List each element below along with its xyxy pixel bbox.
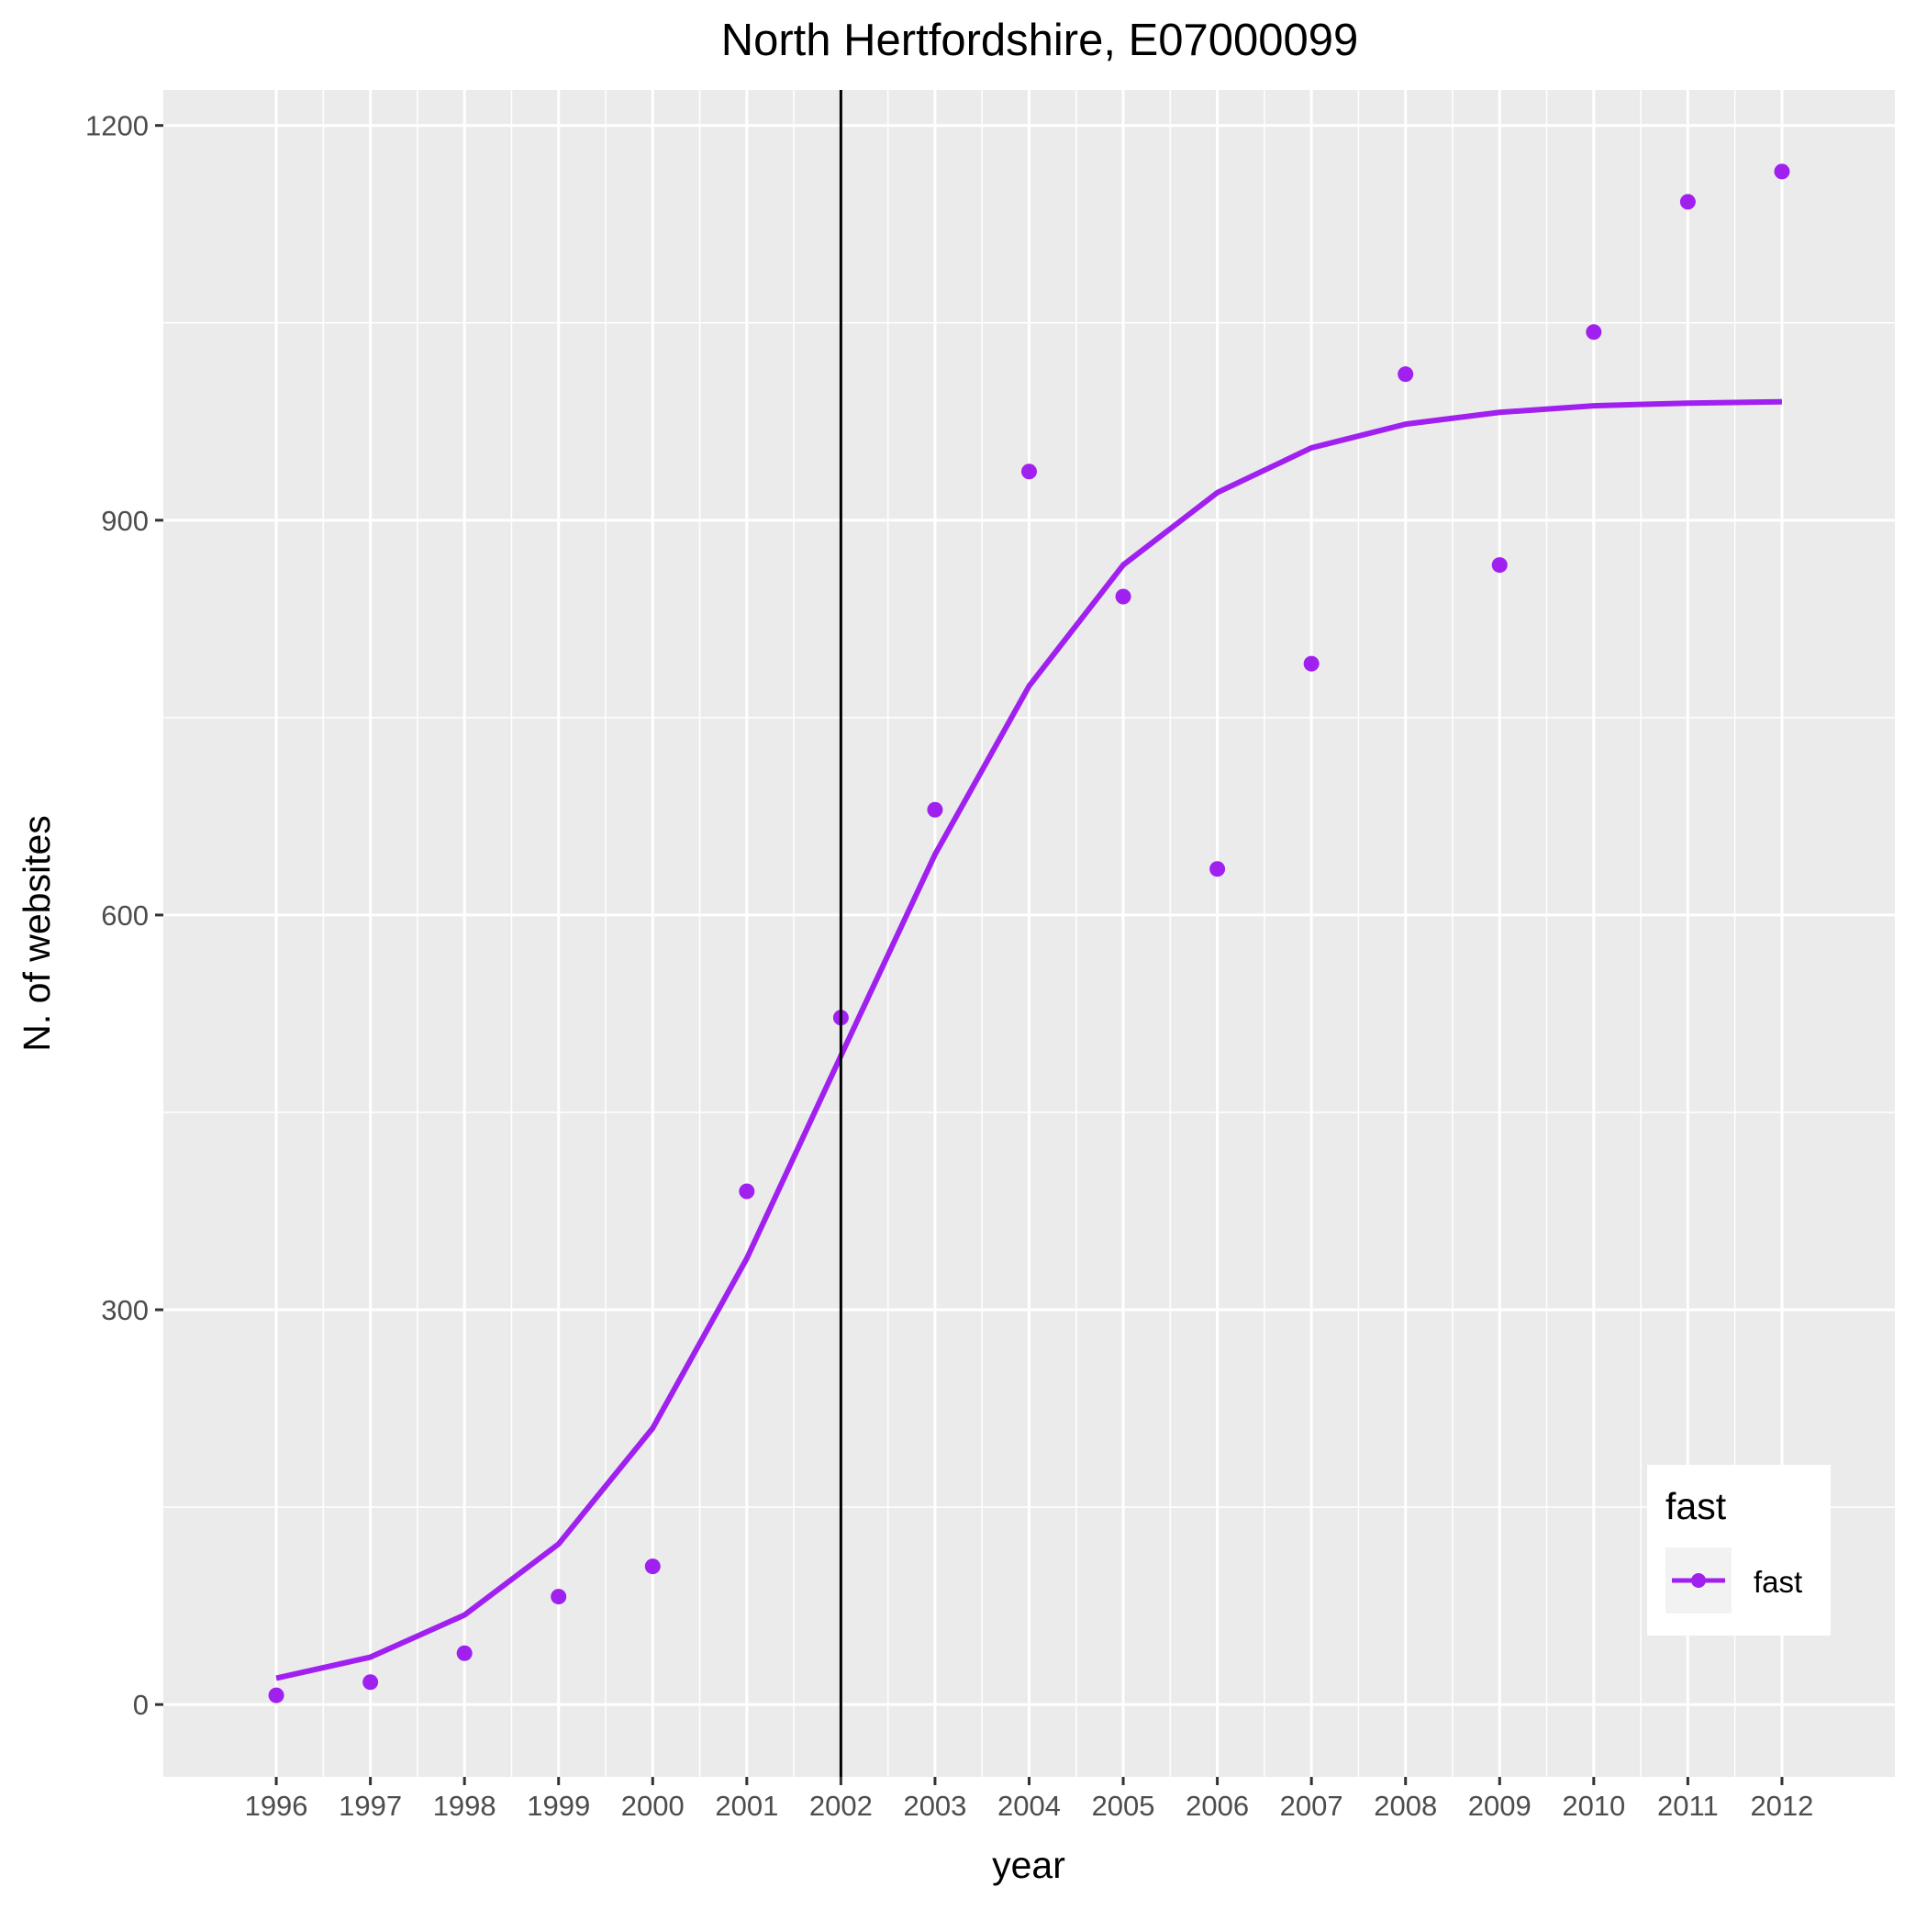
data-point-fast (739, 1183, 755, 1200)
y-tick-label: 900 (101, 505, 149, 537)
x-tick-label: 2008 (1374, 1790, 1437, 1822)
grid-minor-lines (163, 90, 1895, 1777)
x-tick-label: 2010 (1562, 1790, 1625, 1822)
data-point-fast (1303, 655, 1320, 672)
data-point-fast (1491, 557, 1508, 574)
x-tick-label: 2003 (903, 1790, 966, 1822)
x-tick-label: 1999 (527, 1790, 590, 1822)
x-axis-tick-labels: 1996 1997 1998 1999 2000 2001 2002 2003 2004 2005… (245, 1790, 1814, 1822)
x-tick-label: 2000 (621, 1790, 685, 1822)
y-axis-tick-labels: 0 300 600 900 1200 (85, 110, 149, 1721)
data-point-fast (268, 1687, 284, 1703)
legend-title: fast (1665, 1485, 1727, 1527)
y-tick-label: 0 (133, 1689, 149, 1721)
series-fit-line-fast (275, 398, 1782, 1681)
data-point-fast (1679, 194, 1696, 210)
y-tick-label: 300 (101, 1294, 149, 1326)
x-tick-label: 2011 (1657, 1790, 1719, 1822)
data-point-fast (1115, 588, 1131, 605)
x-tick-label: 1996 (245, 1790, 308, 1822)
x-tick-label: 2002 (809, 1790, 873, 1822)
x-tick-label: 2004 (997, 1790, 1061, 1822)
data-point-fast (644, 1558, 661, 1575)
y-axis-label: N. of websites (16, 815, 58, 1052)
x-tick-label: 2012 (1750, 1790, 1813, 1822)
x-tick-label: 2009 (1468, 1790, 1532, 1822)
x-tick-label: 2001 (715, 1790, 778, 1822)
data-point-fast (362, 1674, 379, 1691)
data-point-fast (1209, 861, 1226, 877)
data-point-fast (1398, 366, 1414, 383)
data-point-fast (551, 1589, 567, 1605)
x-tick-label: 2007 (1280, 1790, 1343, 1822)
x-tick-label: 1997 (339, 1790, 402, 1822)
y-tick-label: 1200 (85, 110, 149, 142)
fit-line-layer (275, 398, 1782, 1681)
x-axis-label: year (992, 1844, 1065, 1886)
legend-entry-fast: fast (1754, 1565, 1802, 1599)
x-tick-label: 1998 (433, 1790, 496, 1822)
legend-key-point (1691, 1573, 1706, 1588)
axis-ticks (155, 124, 1784, 1785)
data-point-fast (1586, 324, 1602, 341)
y-tick-label: 600 (101, 899, 149, 932)
data-point-fast (456, 1645, 473, 1661)
x-tick-label: 2005 (1092, 1790, 1155, 1822)
data-point-fast (1021, 463, 1037, 480)
x-tick-label: 2006 (1186, 1790, 1249, 1822)
legend: fast fast (1647, 1465, 1831, 1636)
data-point-fast (1774, 163, 1790, 180)
data-point-fast (927, 801, 943, 818)
chart-title: North Hertfordshire, E07000099 (721, 16, 1359, 65)
